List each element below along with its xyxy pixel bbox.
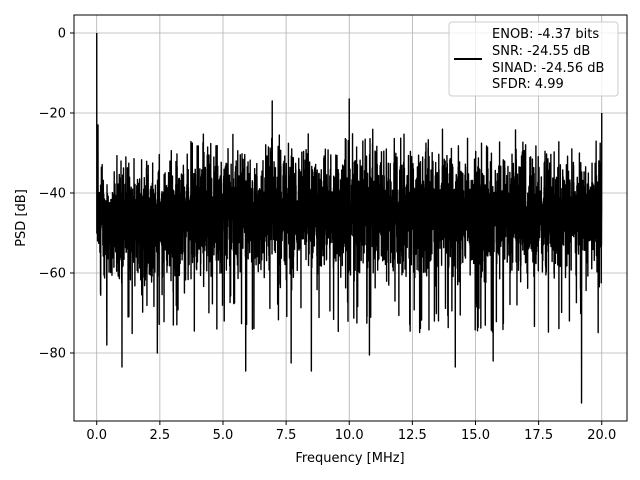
x-tick-label: 7.5	[276, 428, 297, 443]
x-tick-label: 2.5	[150, 428, 171, 443]
legend-box	[448, 21, 619, 97]
legend-enob: ENOB: -4.37 bits	[492, 27, 599, 42]
y-tick-label: −60	[39, 267, 66, 282]
y-tick-label: −40	[39, 187, 66, 202]
x-tick-label: 20.0	[587, 428, 616, 443]
plot-frame	[73, 14, 628, 422]
y-axis-label: PSD [dB]	[14, 189, 29, 247]
y-tick-label: −80	[39, 347, 66, 362]
x-tick-label: 0.0	[86, 428, 107, 443]
x-tick-label: 10.0	[335, 428, 364, 443]
axis-ticks: 0.0 2.5 5.0 7.5 10.0 12.5 15.0 17.5 20.0 0 −20 −40 −…	[39, 27, 617, 444]
legend-sinad: SINAD: -24.56 dB	[492, 61, 604, 76]
x-tick-label: 5.0	[213, 428, 234, 443]
psd-series-line	[96, 32, 603, 404]
psd-trace	[96, 32, 603, 404]
x-tick-label: 17.5	[524, 428, 553, 443]
legend-snr: SNR: -24.55 dB	[492, 44, 590, 59]
x-axis-label: Frequency [MHz]	[295, 451, 404, 466]
legend: ENOB: -4.37 bits SNR: -24.55 dB SINAD: -…	[448, 21, 619, 97]
legend-sfdr: SFDR: 4.99	[492, 77, 564, 92]
y-tick-label: −20	[39, 107, 66, 122]
x-tick-label: 15.0	[461, 428, 490, 443]
x-tick-label: 12.5	[398, 428, 427, 443]
y-tick-label: 0	[58, 27, 66, 42]
